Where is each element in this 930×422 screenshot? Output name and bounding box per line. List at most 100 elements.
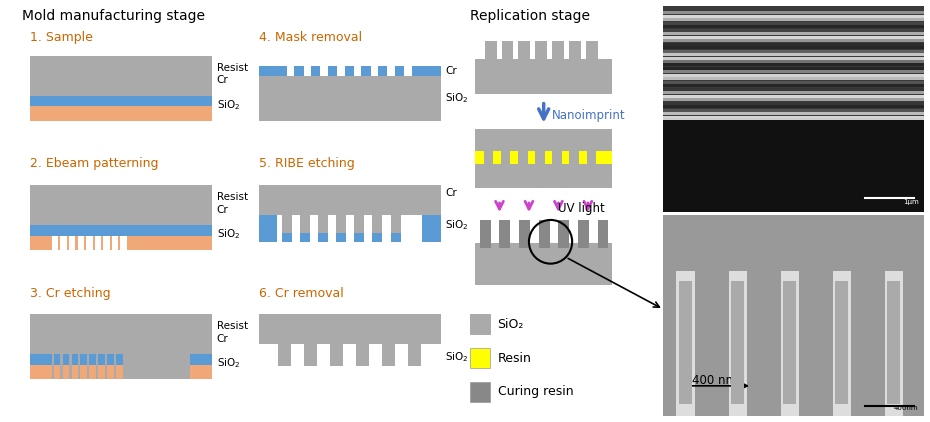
Bar — [259, 185, 441, 215]
Text: Nanoimprint: Nanoimprint — [551, 109, 625, 122]
Bar — [388, 66, 395, 76]
Bar — [663, 120, 923, 212]
Bar — [30, 314, 212, 379]
Text: Mold manufacturing stage: Mold manufacturing stage — [22, 9, 206, 23]
Bar — [89, 354, 97, 365]
Text: Resist: Resist — [217, 192, 247, 202]
Bar — [663, 36, 923, 39]
Bar — [287, 66, 295, 76]
Bar — [382, 344, 395, 366]
Bar — [663, 118, 923, 120]
Bar — [569, 151, 579, 164]
Bar — [663, 102, 923, 105]
Bar — [391, 233, 401, 242]
Bar — [69, 235, 75, 251]
Bar — [832, 271, 851, 416]
Bar — [663, 57, 923, 60]
Bar — [391, 215, 401, 233]
Bar — [372, 233, 382, 242]
Text: 1μm: 1μm — [903, 199, 919, 205]
Bar — [99, 354, 105, 379]
Bar — [52, 235, 59, 251]
Bar — [30, 96, 212, 106]
Bar — [112, 235, 118, 251]
Bar — [663, 25, 923, 28]
Bar — [552, 151, 562, 164]
Bar — [470, 382, 490, 402]
Bar — [663, 81, 923, 84]
Bar — [663, 98, 923, 101]
Bar — [107, 354, 114, 379]
Text: Cr: Cr — [445, 188, 458, 198]
Bar — [72, 354, 78, 365]
Bar — [728, 271, 747, 416]
Bar — [77, 235, 84, 251]
Bar — [30, 185, 212, 250]
Bar — [663, 84, 923, 87]
Bar — [95, 235, 101, 251]
Bar — [519, 220, 530, 248]
Bar — [62, 354, 70, 379]
Text: 1. Sample: 1. Sample — [30, 31, 93, 44]
Bar — [338, 66, 345, 76]
Bar — [518, 41, 530, 59]
Bar — [371, 66, 379, 76]
Bar — [884, 271, 903, 416]
Bar — [663, 74, 923, 77]
Bar — [86, 235, 92, 251]
Bar — [480, 220, 491, 248]
Bar — [356, 344, 369, 366]
Text: Resist: Resist — [217, 63, 247, 73]
Bar — [663, 105, 923, 108]
Bar — [663, 91, 923, 94]
Bar — [475, 243, 613, 284]
Bar — [887, 281, 900, 404]
Bar — [475, 59, 613, 94]
Bar — [259, 215, 277, 242]
Bar — [89, 354, 97, 379]
Bar — [278, 344, 291, 366]
Bar — [299, 215, 310, 233]
Bar — [578, 220, 589, 248]
Bar — [499, 220, 511, 248]
Bar — [190, 354, 212, 379]
Bar — [282, 215, 292, 233]
Bar — [408, 344, 421, 366]
Bar — [116, 354, 123, 379]
Text: SiO$_2$: SiO$_2$ — [445, 218, 469, 232]
Text: 400 nm: 400 nm — [692, 374, 737, 387]
Bar — [501, 41, 513, 59]
Bar — [663, 109, 923, 112]
Bar — [354, 66, 362, 76]
Bar — [30, 235, 212, 250]
Bar — [354, 233, 365, 242]
Bar — [30, 56, 212, 121]
Bar — [780, 271, 799, 416]
Text: 2. Ebeam patterning: 2. Ebeam patterning — [30, 157, 159, 170]
Bar — [835, 281, 848, 404]
Text: Resist: Resist — [217, 322, 247, 331]
Text: Curing resin: Curing resin — [498, 385, 573, 398]
Bar — [663, 39, 923, 42]
Text: Cr: Cr — [217, 334, 229, 344]
Text: Cr: Cr — [217, 76, 229, 85]
Bar — [372, 215, 382, 233]
Bar — [299, 233, 310, 242]
Text: UV light: UV light — [558, 202, 605, 214]
Bar — [663, 116, 923, 119]
Text: SiO$_2$: SiO$_2$ — [217, 98, 240, 112]
Bar — [321, 66, 328, 76]
Bar — [663, 32, 923, 35]
Bar — [485, 41, 497, 59]
Bar — [587, 151, 596, 164]
Bar — [663, 11, 923, 14]
Bar — [318, 215, 328, 233]
Bar — [663, 77, 923, 80]
Bar — [558, 220, 569, 248]
Bar — [679, 281, 692, 404]
Bar — [663, 22, 923, 25]
Bar — [405, 66, 412, 76]
Bar — [663, 49, 923, 53]
Bar — [663, 215, 923, 416]
Bar — [304, 66, 312, 76]
